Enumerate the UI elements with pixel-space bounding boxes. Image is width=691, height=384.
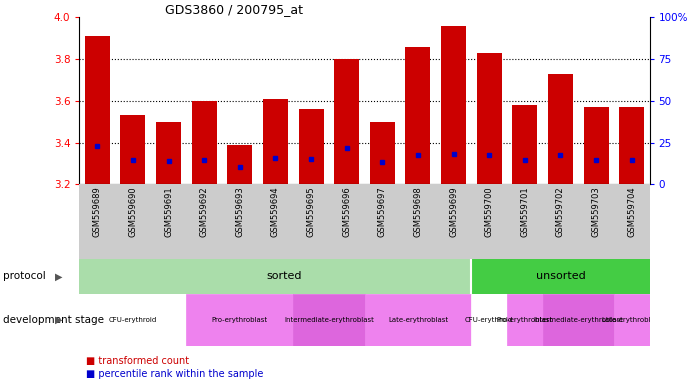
Text: GSM559692: GSM559692: [200, 187, 209, 237]
Text: GSM559703: GSM559703: [591, 187, 600, 237]
Text: protocol: protocol: [3, 271, 46, 281]
Bar: [187, 294, 293, 346]
Bar: [619, 107, 644, 184]
Text: sorted: sorted: [267, 271, 302, 281]
Text: ■ transformed count: ■ transformed count: [86, 356, 189, 366]
Bar: [293, 294, 364, 346]
Text: GSM559704: GSM559704: [627, 187, 636, 237]
Text: GSM559695: GSM559695: [307, 187, 316, 237]
Text: ▶: ▶: [55, 314, 62, 325]
Bar: [263, 99, 288, 184]
Text: GDS3860 / 200795_at: GDS3860 / 200795_at: [165, 3, 303, 16]
Text: GSM559699: GSM559699: [449, 187, 458, 237]
Text: CFU-erythroid: CFU-erythroid: [465, 317, 513, 323]
Text: GSM559698: GSM559698: [413, 187, 422, 237]
Text: Intermediate-erythroblast: Intermediate-erythroblast: [533, 317, 623, 323]
Bar: [364, 294, 471, 346]
Text: CFU-erythroid: CFU-erythroid: [108, 317, 157, 323]
Bar: [85, 36, 110, 184]
Bar: [471, 259, 650, 294]
Bar: [507, 294, 542, 346]
Bar: [542, 294, 614, 346]
Bar: [120, 116, 145, 184]
Bar: [334, 59, 359, 184]
Bar: [79, 294, 187, 346]
Bar: [471, 294, 507, 346]
Bar: [79, 259, 489, 294]
Text: Late-erythroblast: Late-erythroblast: [602, 317, 662, 323]
Text: ▶: ▶: [55, 271, 62, 281]
Bar: [227, 145, 252, 184]
Text: GSM559700: GSM559700: [484, 187, 493, 237]
Text: ■ percentile rank within the sample: ■ percentile rank within the sample: [86, 369, 264, 379]
Text: GSM559689: GSM559689: [93, 187, 102, 237]
Text: GSM559694: GSM559694: [271, 187, 280, 237]
Text: GSM559690: GSM559690: [129, 187, 138, 237]
Text: GSM559693: GSM559693: [236, 187, 245, 237]
Text: Intermediate-erythroblast: Intermediate-erythroblast: [284, 317, 374, 323]
Text: Pro-erythroblast: Pro-erythroblast: [497, 317, 553, 323]
Text: GSM559697: GSM559697: [378, 187, 387, 237]
Text: development stage: development stage: [3, 314, 104, 325]
Text: Pro-erythroblast: Pro-erythroblast: [211, 317, 268, 323]
Bar: [512, 105, 538, 184]
Bar: [406, 46, 430, 184]
Bar: [548, 74, 573, 184]
Text: GSM559691: GSM559691: [164, 187, 173, 237]
Bar: [299, 109, 323, 184]
Text: Late-erythroblast: Late-erythroblast: [388, 317, 448, 323]
Text: GSM559696: GSM559696: [342, 187, 351, 237]
Bar: [477, 53, 502, 184]
Bar: [441, 26, 466, 184]
Text: unsorted: unsorted: [536, 271, 585, 281]
Bar: [614, 294, 650, 346]
Bar: [584, 107, 609, 184]
Bar: [156, 122, 181, 184]
Bar: [191, 101, 217, 184]
Text: GSM559702: GSM559702: [556, 187, 565, 237]
Bar: [370, 122, 395, 184]
Text: GSM559701: GSM559701: [520, 187, 529, 237]
